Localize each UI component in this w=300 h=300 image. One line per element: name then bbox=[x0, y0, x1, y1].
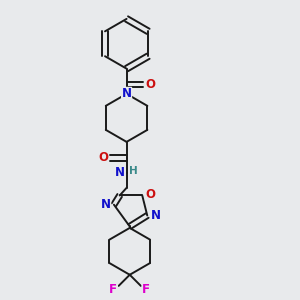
Text: F: F bbox=[142, 283, 150, 296]
Text: O: O bbox=[146, 188, 155, 200]
Text: N: N bbox=[122, 87, 132, 101]
Text: F: F bbox=[109, 283, 117, 296]
Text: H: H bbox=[129, 166, 137, 176]
Text: O: O bbox=[145, 78, 155, 91]
Text: N: N bbox=[151, 209, 160, 222]
Text: N: N bbox=[101, 198, 111, 211]
Text: N: N bbox=[115, 166, 125, 179]
Text: O: O bbox=[98, 152, 108, 164]
